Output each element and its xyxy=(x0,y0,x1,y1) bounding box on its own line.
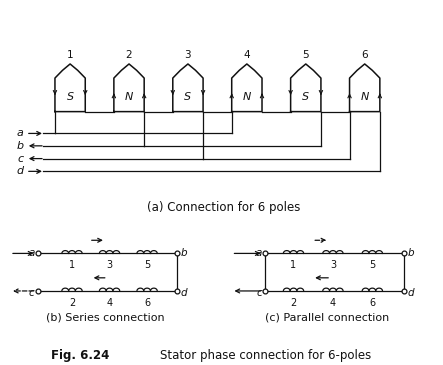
Text: 2: 2 xyxy=(290,298,297,308)
Text: 1: 1 xyxy=(291,260,296,270)
Text: 5: 5 xyxy=(369,260,376,270)
Text: 6: 6 xyxy=(369,298,375,308)
Text: (b) Series connection: (b) Series connection xyxy=(47,312,165,323)
Text: 6: 6 xyxy=(361,50,368,60)
Text: 3: 3 xyxy=(330,260,336,270)
Text: 4: 4 xyxy=(106,298,113,308)
Text: 2: 2 xyxy=(69,298,75,308)
Text: a: a xyxy=(256,248,262,258)
Text: b: b xyxy=(17,141,24,151)
Text: c: c xyxy=(18,154,24,164)
Text: 5: 5 xyxy=(303,50,309,60)
Text: S: S xyxy=(184,92,191,101)
Text: d: d xyxy=(17,166,24,176)
Text: 6: 6 xyxy=(144,298,150,308)
Text: 1: 1 xyxy=(69,260,75,270)
Text: (c) Parallel connection: (c) Parallel connection xyxy=(265,312,389,323)
Text: d: d xyxy=(408,288,415,297)
Text: S: S xyxy=(302,92,309,101)
Text: a: a xyxy=(17,128,24,138)
Text: N: N xyxy=(361,92,369,101)
Text: c: c xyxy=(256,288,262,297)
Text: a: a xyxy=(28,248,35,258)
Text: b: b xyxy=(408,248,415,258)
Text: (a) Connection for 6 poles: (a) Connection for 6 poles xyxy=(147,201,300,214)
Text: Stator phase connection for 6-poles: Stator phase connection for 6-poles xyxy=(160,349,371,362)
Text: b: b xyxy=(181,248,187,258)
Text: d: d xyxy=(181,288,187,297)
Text: 2: 2 xyxy=(126,50,132,60)
Text: N: N xyxy=(243,92,251,101)
Text: 4: 4 xyxy=(244,50,250,60)
Text: c: c xyxy=(29,288,35,297)
Text: 3: 3 xyxy=(106,260,113,270)
Text: S: S xyxy=(66,92,74,101)
Text: 1: 1 xyxy=(67,50,74,60)
Text: 4: 4 xyxy=(330,298,336,308)
Text: Fig. 6.24: Fig. 6.24 xyxy=(51,349,109,362)
Text: N: N xyxy=(125,92,133,101)
Text: 5: 5 xyxy=(144,260,150,270)
Text: 3: 3 xyxy=(185,50,191,60)
